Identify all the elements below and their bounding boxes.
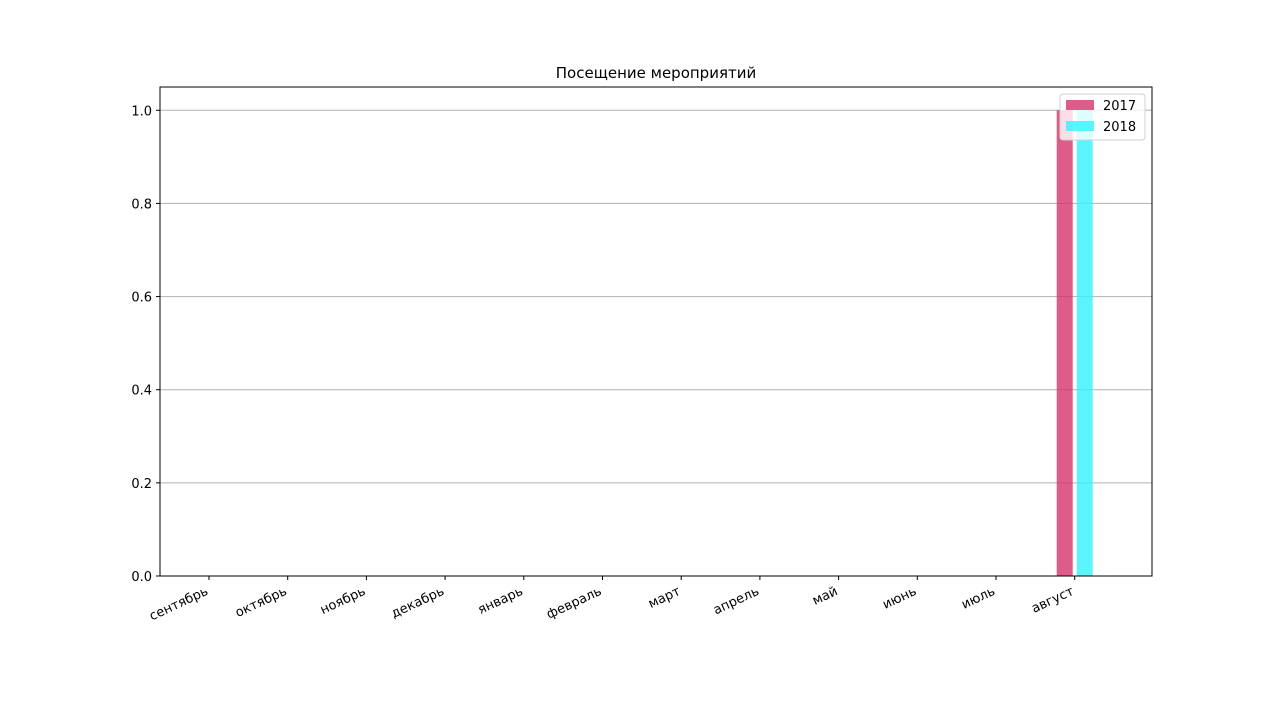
bars xyxy=(1056,110,1093,577)
legend-swatch-2018 xyxy=(1066,121,1094,131)
legend: 2017 2018 xyxy=(1059,93,1146,141)
y-tick-label: 1.0 xyxy=(131,104,152,119)
x-axis: сентябрь октябрь ноябрь декабрь январь феврал… xyxy=(147,576,1077,624)
y-axis: 0.0 0.2 0.4 0.6 0.8 1.0 xyxy=(131,104,160,585)
x-tick-label: май xyxy=(810,584,840,609)
legend-swatch-2017 xyxy=(1066,100,1094,110)
x-tick-label: август xyxy=(1029,584,1076,617)
y-tick-label: 0.2 xyxy=(131,477,152,492)
gridlines xyxy=(160,109,1152,577)
y-tick-label: 0.8 xyxy=(131,197,152,212)
bar-2018-август xyxy=(1076,110,1093,577)
x-tick-label: апрель xyxy=(711,584,761,618)
chart-title: Посещение мероприятий xyxy=(556,64,756,82)
x-tick-label: февраль xyxy=(544,584,604,623)
y-tick-label: 0.6 xyxy=(131,291,152,306)
plot-frame xyxy=(159,86,1153,577)
x-tick-label: сентябрь xyxy=(147,584,210,624)
x-tick-label: январь xyxy=(476,584,526,618)
x-tick-label: октябрь xyxy=(233,584,289,621)
bar-2017-август xyxy=(1056,110,1073,577)
x-tick-label: июль xyxy=(959,584,997,613)
x-tick-label: ноябрь xyxy=(318,584,368,618)
x-tick-label: июнь xyxy=(880,584,919,613)
legend-label-2017: 2017 xyxy=(1103,99,1136,114)
legend-label-2018: 2018 xyxy=(1103,120,1136,135)
x-tick-label: март xyxy=(646,584,683,612)
y-tick-label: 0.0 xyxy=(131,570,152,585)
x-tick-label: декабрь xyxy=(389,584,447,622)
y-tick-label: 0.4 xyxy=(131,384,152,399)
